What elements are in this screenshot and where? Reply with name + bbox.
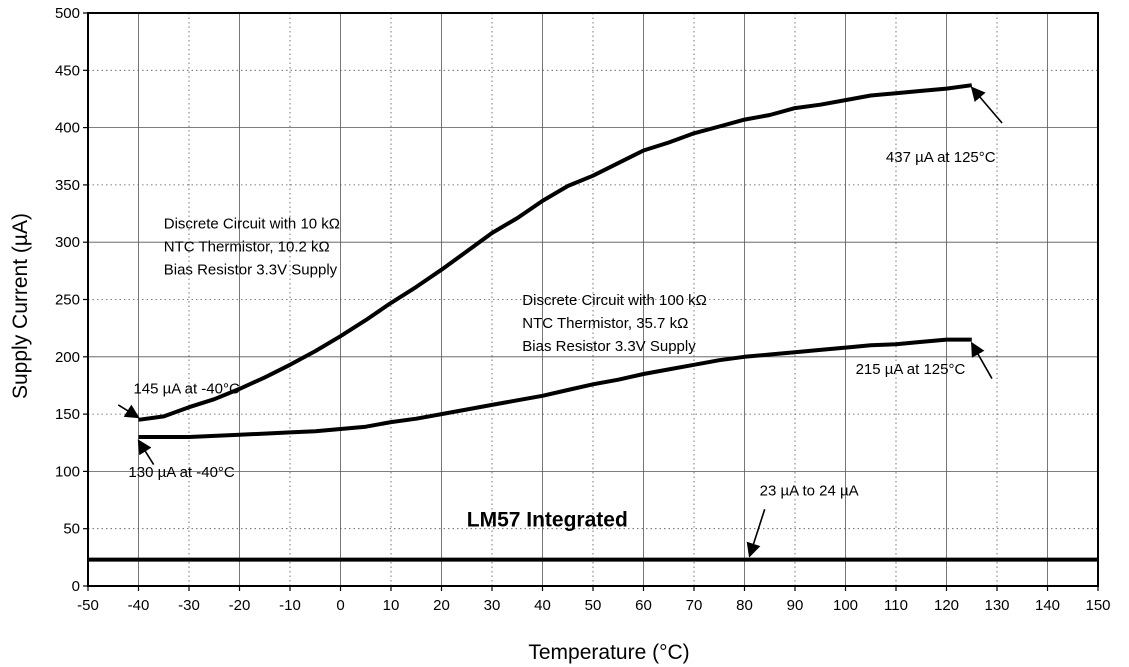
annotation-label: 23 µA to 24 µA [760,482,859,499]
y-tick-label: 50 [63,521,80,538]
x-tick-label: 100 [833,597,858,614]
x-tick-label: 30 [484,597,501,614]
x-tick-label: -30 [178,597,200,614]
x-axis-title: Temperature (°C) [528,641,689,664]
y-tick-label: 0 [72,578,80,595]
annotation-arrow [117,404,140,419]
x-tick-label: -50 [77,597,99,614]
x-tick-label: 50 [585,597,602,614]
annotation-label: Bias Resistor 3.3V Supply [522,338,696,355]
annotation-title: LM57 Integrated [467,508,628,531]
plot-frame [87,12,1099,587]
x-tick-label: 140 [1035,597,1060,614]
annotation-label: 437 µA at 125°C [886,149,996,166]
y-tick-label: 350 [55,177,80,194]
y-tick-labels: 0 50 100 150 200 250 300 350 400 450 500 [55,5,80,595]
annotation-label: Bias Resistor 3.3V Supply [164,261,338,278]
x-tick-label: -20 [229,597,251,614]
annotation-label: 130 µA at -40°C [128,464,235,481]
annotation-arrow [971,341,993,379]
annotation-label: 215 µA at 125°C [856,361,966,378]
x-tick-label: 40 [534,597,551,614]
x-tick-label: 150 [1085,597,1110,614]
y-tick-label: 450 [55,62,80,79]
x-tick-label: 70 [686,597,703,614]
series-group [88,83,1098,562]
y-tick-label: 400 [55,120,80,137]
y-axis-title: Supply Current (µA) [9,213,32,399]
y-tick-label: 200 [55,349,80,366]
series-line-2 [138,337,972,439]
annotation-label: 145 µA at -40°C [133,380,240,397]
x-tick-label: 90 [787,597,804,614]
annotation-label: NTC Thermistor, 10.2 kΩ [164,238,330,255]
x-tick-label: 130 [984,597,1009,614]
x-tick-label: 110 [884,597,908,614]
x-tick-label: 80 [736,597,753,614]
y-tick-label: 300 [55,234,80,251]
x-tick-label: -40 [128,597,150,614]
annotation-label: Discrete Circuit with 100 kΩ [522,292,707,309]
x-tick-label: 120 [934,597,959,614]
annotation-arrow [970,86,1003,124]
y-tick-label: 100 [55,463,80,480]
y-tick-label: 250 [55,292,80,309]
x-tick-label: -10 [279,597,301,614]
x-tick-label: 0 [336,597,344,614]
x-tick-labels: -50 -40 -30 -20 -10 0 10 20 30 40 50 60 70 80 90 100 110… [77,597,1110,614]
annotation-label: NTC Thermistor, 35.7 kΩ [522,315,688,332]
x-tick-label: 60 [635,597,652,614]
annotations-group: 145 µA at -40°C 130 µA at -40°C 437 µA at … [128,149,995,531]
x-tick-label: 10 [383,597,400,614]
arrows-group [117,86,1003,558]
annotation-arrow [137,439,155,465]
series-line-1 [138,83,973,422]
annotation-arrow [746,508,766,558]
y-tick-label: 500 [55,5,80,22]
y-tick-label: 150 [55,406,80,423]
x-tick-label: 20 [433,597,450,614]
annotation-label: Discrete Circuit with 10 kΩ [164,215,340,232]
